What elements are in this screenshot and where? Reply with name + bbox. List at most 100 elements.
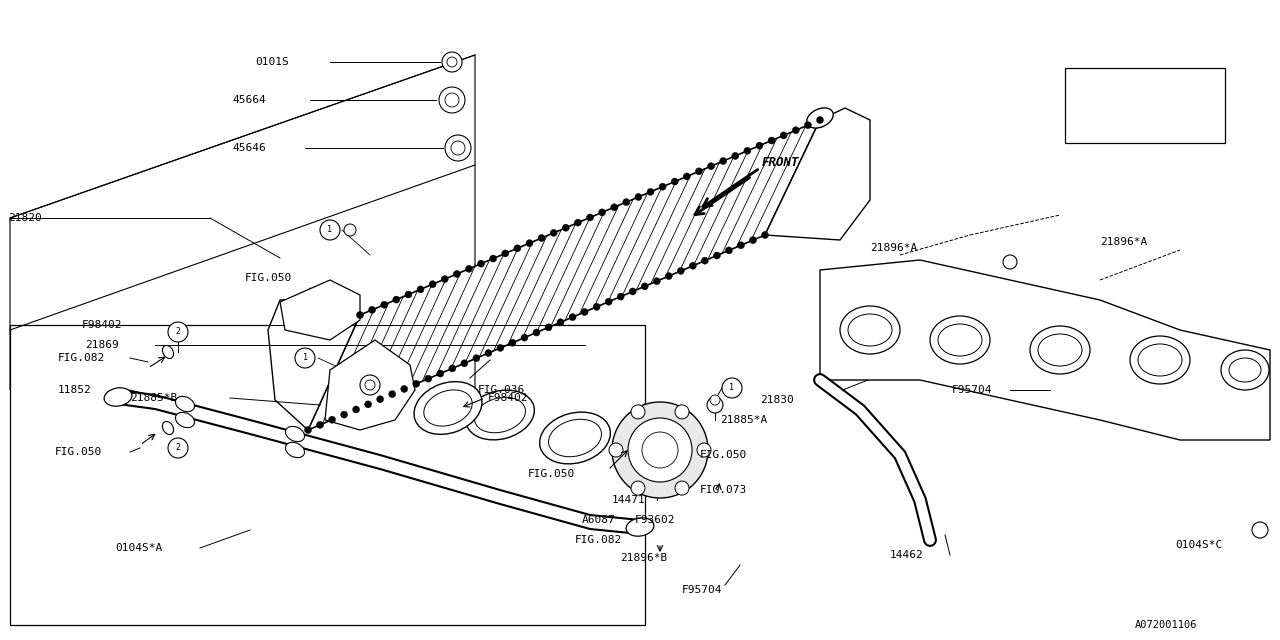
Circle shape <box>380 301 388 308</box>
Circle shape <box>447 57 457 67</box>
Circle shape <box>623 198 630 205</box>
Circle shape <box>365 380 375 390</box>
Text: 2: 2 <box>175 328 180 337</box>
Circle shape <box>389 390 396 397</box>
Circle shape <box>744 147 751 154</box>
Ellipse shape <box>175 396 195 412</box>
Circle shape <box>453 271 461 278</box>
Polygon shape <box>325 340 415 430</box>
Circle shape <box>726 247 732 254</box>
Ellipse shape <box>285 426 305 442</box>
Text: 21896*A: 21896*A <box>1100 237 1147 247</box>
Text: FRONT: FRONT <box>762 156 800 168</box>
Text: 1: 1 <box>730 383 735 392</box>
Circle shape <box>804 122 812 129</box>
Circle shape <box>666 273 672 280</box>
Circle shape <box>631 481 645 495</box>
Circle shape <box>401 385 408 392</box>
Circle shape <box>609 443 623 457</box>
Circle shape <box>646 188 654 195</box>
Circle shape <box>477 260 485 267</box>
Circle shape <box>671 178 678 185</box>
Circle shape <box>817 116 823 124</box>
Circle shape <box>701 257 708 264</box>
Circle shape <box>451 141 465 155</box>
Polygon shape <box>820 260 1270 440</box>
Circle shape <box>442 276 448 283</box>
Text: F93602: F93602 <box>635 515 676 525</box>
Circle shape <box>581 308 588 316</box>
Circle shape <box>425 375 431 382</box>
Polygon shape <box>280 280 360 340</box>
Text: FIG.050: FIG.050 <box>700 450 748 460</box>
Text: 21896*A: 21896*A <box>870 243 918 253</box>
Text: 2: 2 <box>175 444 180 452</box>
Circle shape <box>360 375 380 395</box>
Circle shape <box>659 183 666 190</box>
Circle shape <box>168 438 188 458</box>
Circle shape <box>586 214 594 221</box>
Circle shape <box>737 242 745 249</box>
Circle shape <box>710 395 719 405</box>
Circle shape <box>630 288 636 295</box>
Circle shape <box>445 135 471 161</box>
Text: 45646: 45646 <box>232 143 266 153</box>
Circle shape <box>653 278 660 285</box>
Text: 21885*A: 21885*A <box>719 415 767 425</box>
Circle shape <box>593 303 600 310</box>
Circle shape <box>675 481 689 495</box>
Circle shape <box>526 239 532 246</box>
Ellipse shape <box>849 314 892 346</box>
Bar <box>10 325 645 625</box>
Circle shape <box>294 348 315 368</box>
Circle shape <box>722 378 742 398</box>
Text: 2: 2 <box>1082 120 1087 129</box>
Circle shape <box>305 426 311 433</box>
Ellipse shape <box>163 422 174 435</box>
Circle shape <box>352 406 360 413</box>
Ellipse shape <box>626 518 654 536</box>
Polygon shape <box>308 120 820 430</box>
Circle shape <box>562 224 570 231</box>
Text: 0104S*C: 0104S*C <box>1175 540 1222 550</box>
Text: F95704: F95704 <box>952 385 992 395</box>
Text: 21830: 21830 <box>760 395 794 405</box>
Text: 0104S*B: 0104S*B <box>1110 81 1160 93</box>
Circle shape <box>168 322 188 342</box>
Ellipse shape <box>540 412 611 464</box>
Circle shape <box>502 250 508 257</box>
Circle shape <box>344 224 356 236</box>
Circle shape <box>442 52 462 72</box>
Ellipse shape <box>424 390 472 426</box>
Circle shape <box>439 87 465 113</box>
Circle shape <box>429 281 436 288</box>
Text: FIG.073: FIG.073 <box>700 485 748 495</box>
Text: FIG.082: FIG.082 <box>575 535 622 545</box>
Circle shape <box>513 244 521 252</box>
Circle shape <box>605 298 612 305</box>
Circle shape <box>357 312 364 319</box>
Circle shape <box>509 339 516 346</box>
Circle shape <box>376 396 384 403</box>
Circle shape <box>612 402 708 498</box>
Polygon shape <box>268 298 360 430</box>
Circle shape <box>412 380 420 387</box>
Polygon shape <box>765 108 870 240</box>
Circle shape <box>1004 255 1018 269</box>
Text: 21820: 21820 <box>8 213 42 223</box>
Circle shape <box>611 204 618 211</box>
Circle shape <box>684 173 690 180</box>
Circle shape <box>449 365 456 372</box>
Ellipse shape <box>931 316 989 364</box>
Ellipse shape <box>1229 358 1261 382</box>
Bar <box>1065 68 1225 143</box>
Text: A072001106: A072001106 <box>1135 620 1198 630</box>
Text: 0104S*A: 0104S*A <box>115 543 163 553</box>
Ellipse shape <box>938 324 982 356</box>
Text: 1: 1 <box>1082 83 1087 92</box>
Circle shape <box>641 283 648 290</box>
Circle shape <box>643 432 678 468</box>
Circle shape <box>497 344 504 351</box>
Circle shape <box>1075 78 1093 96</box>
Circle shape <box>781 132 787 139</box>
